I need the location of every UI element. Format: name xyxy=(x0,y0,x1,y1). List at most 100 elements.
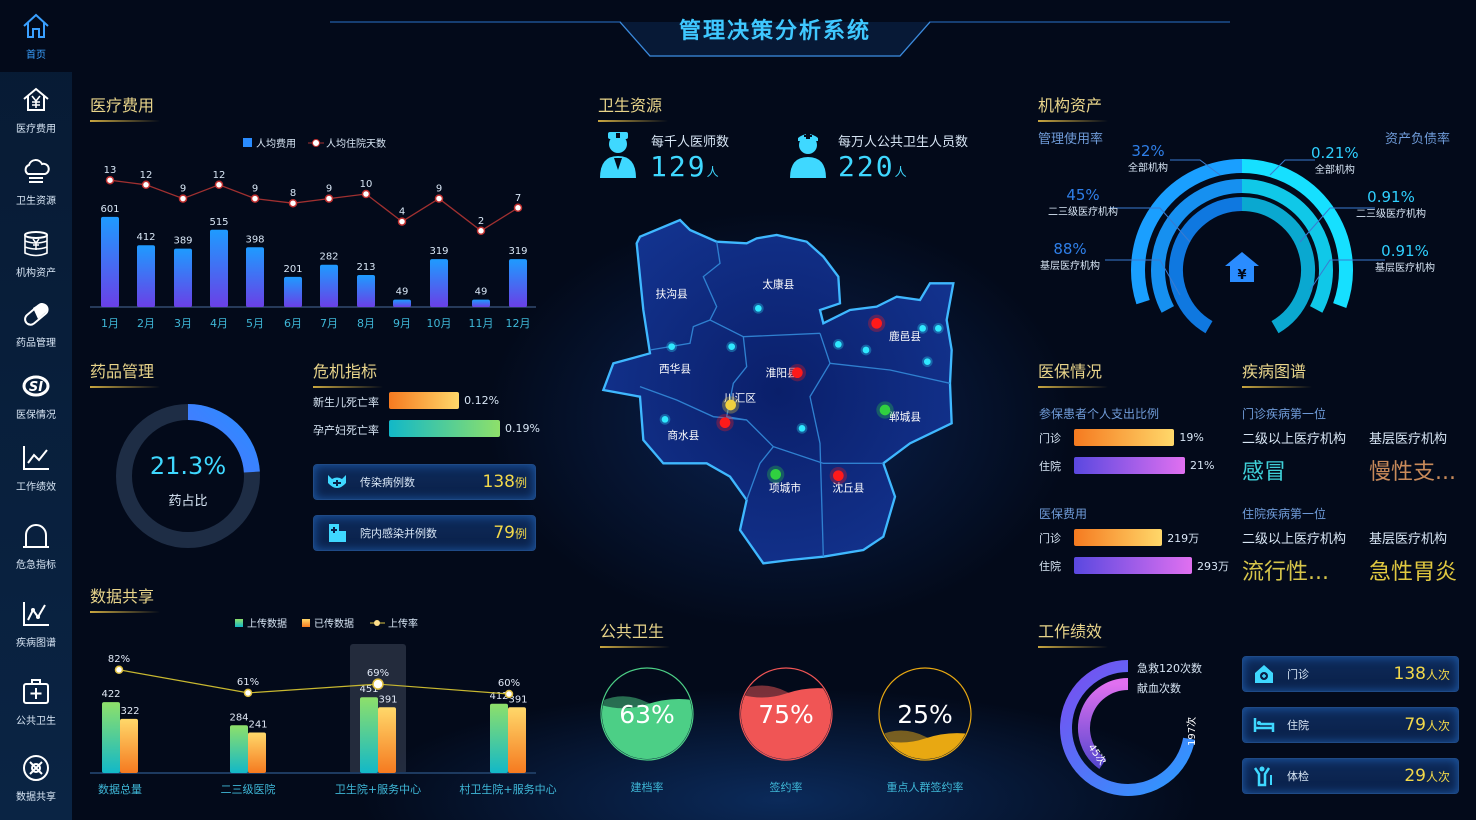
map-marker[interactable] xyxy=(935,325,942,332)
liquid-gauge: 63% xyxy=(600,667,694,761)
home-bg xyxy=(0,0,72,72)
assets-right-title: 资产负债率 xyxy=(1385,132,1451,147)
section-title-crisis: 危机指标 xyxy=(313,358,384,388)
insurance-cost-label: 门诊 xyxy=(1039,532,1061,545)
usage-item: 88% 基层医疗机构 xyxy=(1040,241,1100,272)
map-marker[interactable] xyxy=(919,325,926,332)
insurance-cost-value: 293万 xyxy=(1197,560,1229,573)
sidebar-item-3[interactable]: 机构资产 xyxy=(0,228,72,279)
map-marker[interactable] xyxy=(770,469,781,480)
usage-ring-1 xyxy=(1151,179,1243,313)
bar-8月 xyxy=(357,275,375,307)
sidebar-item-5[interactable]: SI 医保情况 xyxy=(0,370,72,421)
sidebar-item-10[interactable]: 数据共享 xyxy=(0,752,72,803)
performance-card[interactable]: 体检 29人次 xyxy=(1242,758,1459,794)
line-label: 9 xyxy=(326,184,332,195)
debt-label: 基层医疗机构 xyxy=(1375,263,1435,274)
legend-label: 上传数据 xyxy=(247,617,287,630)
outpatient-col1: 二级以上医疗机构 xyxy=(1242,432,1347,447)
bar-6月 xyxy=(284,276,302,307)
sidebar-item-9[interactable]: 公共卫生 xyxy=(0,676,72,727)
crisis-card[interactable]: 传染病例数 138例 xyxy=(313,464,536,500)
line-label: 9 xyxy=(252,184,258,195)
line-label: 61% xyxy=(237,677,259,688)
map-region-label[interactable]: 商水县 xyxy=(667,429,699,442)
sidebar-item-1[interactable]: 医疗费用 xyxy=(0,84,72,135)
liquid-wave xyxy=(741,688,831,759)
map-marker[interactable] xyxy=(719,417,731,428)
sidebar-item-2[interactable]: 卫生资源 xyxy=(0,156,72,207)
doctor-ratio-value: 129 xyxy=(650,150,707,183)
map-marker[interactable] xyxy=(661,416,669,423)
map-region-label[interactable]: 鹿邑县 xyxy=(889,330,921,343)
map-region-label[interactable]: 扶沟县 xyxy=(656,287,688,300)
inpatient-top-primary: 急性胃炎 xyxy=(1369,560,1458,585)
map-marker[interactable] xyxy=(798,425,806,432)
legend-label: 人均费用 xyxy=(256,137,296,150)
assets-gauge: ¥ xyxy=(1105,159,1385,334)
x-tick-label: 数据总量 xyxy=(98,782,142,796)
outpatient-top-secondary: 感冒 xyxy=(1242,460,1287,485)
map-marker[interactable] xyxy=(668,343,675,350)
assets-left-title: 管理使用率 xyxy=(1038,132,1104,147)
map-region-label[interactable]: 西华县 xyxy=(659,362,691,375)
sidebar-item-7[interactable]: 危急指标 xyxy=(0,520,72,571)
map-marker[interactable] xyxy=(862,346,870,354)
drug-ratio-value: 21.3% xyxy=(149,452,227,480)
map-marker[interactable] xyxy=(833,470,844,481)
crisis-card-value: 79 xyxy=(493,523,515,543)
map-marker[interactable] xyxy=(871,318,882,329)
person-checkup-icon xyxy=(1253,766,1272,787)
usage-value: 88% xyxy=(1053,240,1087,258)
sidebar-item-4[interactable]: 药品管理 xyxy=(0,298,72,349)
leader-line xyxy=(1269,159,1315,176)
map-marker[interactable] xyxy=(879,404,891,416)
x-tick-label: 10月 xyxy=(427,317,452,330)
bar-label: 412 xyxy=(489,691,508,702)
map-region-label[interactable]: 郸城县 xyxy=(889,411,921,424)
map-marker[interactable] xyxy=(924,358,931,365)
map-marker[interactable] xyxy=(835,341,842,348)
debt-value: 0.91% xyxy=(1381,242,1429,260)
section-title-medical-cost: 医疗费用 xyxy=(90,92,161,122)
map-marker[interactable] xyxy=(755,305,762,312)
map-region-label[interactable]: 沈丘县 xyxy=(832,481,864,494)
map-marker[interactable] xyxy=(792,367,803,378)
legend: 上传数据 已传数据 上传率 xyxy=(235,617,418,630)
crisis-card-value-wrap: 138例 xyxy=(483,472,527,492)
performance-card[interactable]: 门诊 138人次 xyxy=(1242,656,1459,692)
x-tick-label: 9月 xyxy=(393,317,411,330)
bar-label: 389 xyxy=(173,236,192,247)
crisis-card-label: 传染病例数 xyxy=(360,476,415,489)
emergency-ring-label: 急救120次数 xyxy=(1137,662,1202,675)
insurance-cost-label: 住院 xyxy=(1039,560,1061,573)
drug-ratio-donut xyxy=(116,404,260,548)
crisis-card[interactable]: 院内感染并例数 79例 xyxy=(313,515,536,551)
legend-label: 已传数据 xyxy=(314,617,354,630)
house-yen-icon xyxy=(23,87,49,111)
sidebar-item-8[interactable]: 疾病图谱 xyxy=(0,598,72,649)
bar-label: 319 xyxy=(429,246,448,257)
map-region-label[interactable]: 淮阳县 xyxy=(766,367,798,380)
sidebar-item-0[interactable]: 首页 xyxy=(0,10,72,61)
house-yen-icon: ¥ xyxy=(1225,252,1259,283)
line-label: 8 xyxy=(290,188,296,199)
map-region-label[interactable]: 太康县 xyxy=(762,278,794,291)
performance-card[interactable]: 住院 79人次 xyxy=(1242,707,1459,743)
clinic-icon xyxy=(1255,665,1273,683)
map-marker[interactable] xyxy=(728,343,735,350)
map-marker[interactable] xyxy=(725,399,736,411)
insurance-ratio-title: 参保患者个人支出比例 xyxy=(1039,407,1160,421)
cloud-icon xyxy=(24,159,50,183)
usage-item: 32% 全部机构 xyxy=(1128,143,1168,174)
blood-ring-label: 献血次数 xyxy=(1137,682,1181,695)
drug-ratio-label: 药占比 xyxy=(168,494,208,509)
x-tick-label: 4月 xyxy=(210,317,228,330)
bar-11月 xyxy=(472,299,490,307)
map-region-label[interactable]: 项城市 xyxy=(769,481,801,494)
outpatient-disease-title: 门诊疾病第一位 xyxy=(1242,407,1327,421)
sidebar-item-6[interactable]: 工作绩效 xyxy=(0,442,72,493)
usage-ring-2 xyxy=(1169,197,1243,334)
bar-上传数据 xyxy=(230,725,248,773)
